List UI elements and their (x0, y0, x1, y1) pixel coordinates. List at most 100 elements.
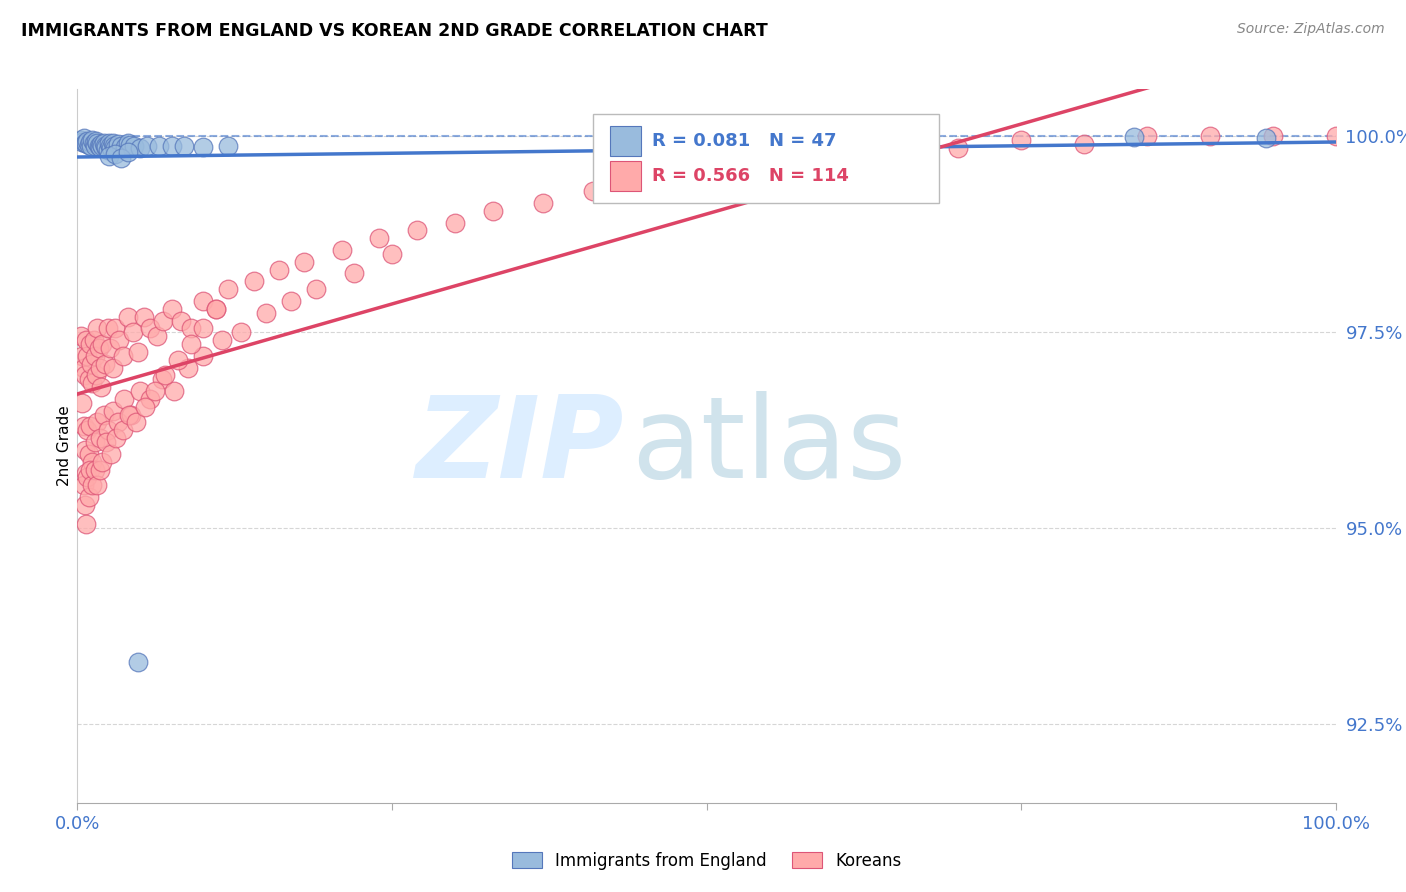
Point (84, 349, 107, 363)
Point (100, 447, 122, 461)
Point (76, 470, 98, 484)
Point (83, 333, 105, 347)
Point (97, 136, 120, 151)
Point (76, 134, 98, 148)
Text: R = 0.566   N = 114: R = 0.566 N = 114 (652, 168, 849, 186)
Point (104, 141, 127, 155)
Point (82, 478, 104, 492)
Point (84, 435, 107, 450)
Point (98, 138, 121, 153)
Point (73, 368, 96, 383)
Point (82, 455, 104, 469)
Point (191, 349, 215, 363)
Point (531, 195, 554, 210)
Text: IMMIGRANTS FROM ENGLAND VS KOREAN 2ND GRADE CORRELATION CHART: IMMIGRANTS FROM ENGLAND VS KOREAN 2ND GR… (21, 22, 768, 40)
Point (107, 137, 129, 152)
Point (75, 333, 97, 347)
Point (111, 349, 134, 363)
Point (89, 360, 111, 375)
Point (70, 133, 93, 147)
Point (96, 435, 118, 450)
Point (145, 329, 167, 343)
Point (1198, 129, 1220, 144)
Point (134, 400, 156, 414)
Point (91, 337, 114, 351)
Point (169, 313, 191, 327)
Point (93, 408, 115, 422)
Point (117, 145, 139, 159)
Text: R = 0.081   N = 47: R = 0.081 N = 47 (652, 132, 837, 150)
Point (139, 321, 162, 335)
Point (89, 140, 111, 154)
Point (381, 247, 404, 261)
Point (129, 141, 152, 155)
Point (84, 462, 107, 476)
Point (89, 462, 111, 476)
Point (155, 368, 177, 383)
Text: atlas: atlas (631, 391, 907, 501)
Point (86, 136, 108, 151)
Point (117, 310, 139, 324)
Point (152, 313, 174, 327)
Point (73, 498, 96, 512)
Point (91, 139, 114, 153)
Point (79, 462, 101, 476)
Point (79, 337, 101, 351)
Point (103, 138, 125, 153)
Point (122, 139, 145, 153)
Point (86, 478, 108, 492)
Point (582, 184, 605, 198)
Point (1123, 130, 1146, 145)
Point (77, 372, 100, 386)
Bar (610, 161, 641, 191)
Point (96, 143, 118, 157)
Point (87, 341, 110, 355)
Point (73, 136, 96, 150)
Point (127, 345, 149, 359)
Point (89, 431, 111, 445)
Point (129, 384, 152, 398)
Point (120, 408, 142, 422)
Point (79, 419, 101, 434)
Point (292, 254, 315, 268)
Point (163, 384, 186, 398)
Point (267, 262, 290, 277)
Point (110, 138, 132, 153)
Point (76, 423, 98, 437)
Point (112, 392, 135, 406)
Point (91, 455, 114, 469)
Point (75, 136, 97, 151)
Point (100, 141, 122, 155)
Point (254, 306, 277, 320)
Point (368, 231, 391, 245)
Point (96, 140, 118, 154)
Point (821, 145, 844, 159)
Point (94, 357, 117, 371)
Point (72, 419, 94, 434)
Point (191, 293, 215, 308)
Point (107, 416, 129, 430)
Point (118, 408, 141, 422)
Point (191, 140, 215, 154)
Point (101, 136, 124, 151)
Point (1324, 129, 1347, 144)
Point (70, 329, 93, 343)
Point (758, 149, 780, 163)
Point (1256, 131, 1278, 145)
Point (343, 267, 366, 281)
Point (121, 326, 143, 340)
Point (180, 321, 202, 335)
Point (79, 135, 101, 149)
Point (82, 133, 104, 147)
Point (86, 321, 108, 335)
Point (114, 140, 136, 154)
Point (101, 360, 124, 375)
Point (75, 517, 97, 532)
Point (80, 138, 103, 153)
Point (305, 282, 328, 296)
Point (104, 321, 127, 335)
Point (1073, 137, 1095, 152)
Point (82, 376, 104, 391)
Point (127, 655, 149, 669)
Point (80, 357, 103, 371)
